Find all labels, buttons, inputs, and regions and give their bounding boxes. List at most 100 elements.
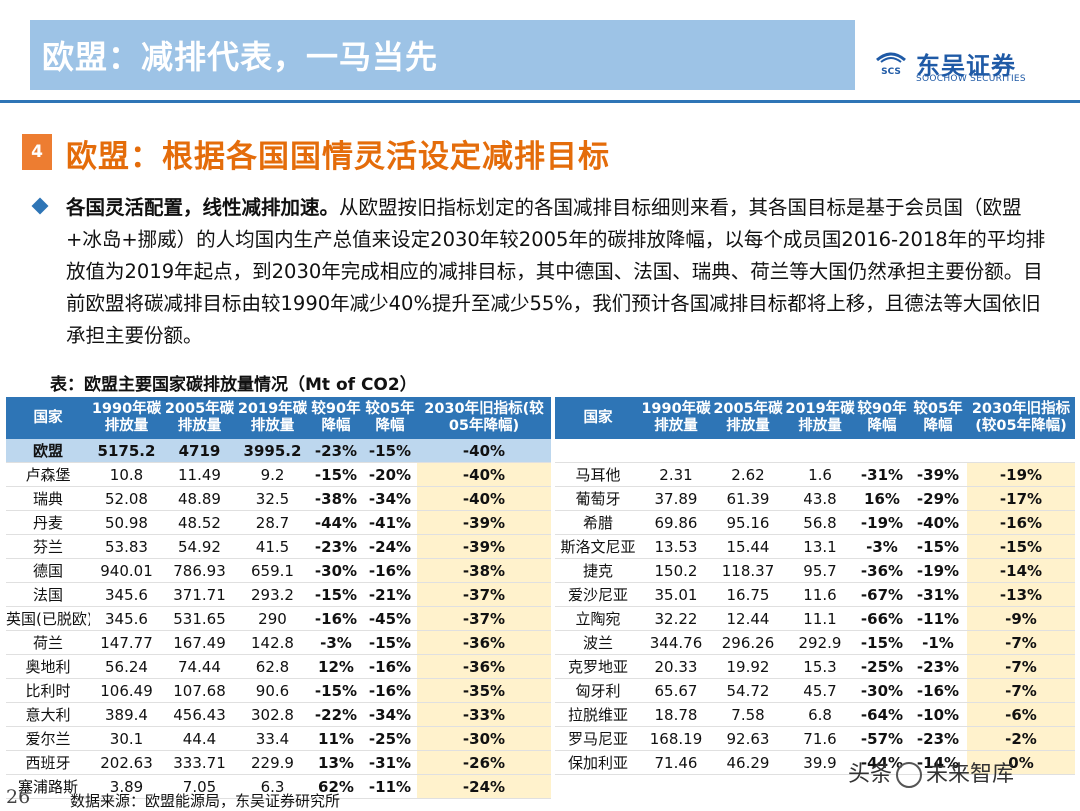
cell-vs-1990: -23% xyxy=(309,534,363,559)
cell-2019: 28.7 xyxy=(236,510,309,535)
cell-country: 奥地利 xyxy=(6,654,90,679)
table-row xyxy=(555,439,1075,463)
cell-vs-2005: -34% xyxy=(363,702,417,727)
emissions-table-right: 国家 1990年碳排放量 2005年碳排放量 2019年碳排放量 较90年降幅 … xyxy=(555,397,1075,775)
cell-2030-target: -36% xyxy=(417,654,551,679)
cell-vs-1990: -36% xyxy=(855,558,909,583)
cell-2005: 54.72 xyxy=(711,678,785,703)
cell-vs-1990: -31% xyxy=(855,462,909,487)
cell-2005: 531.65 xyxy=(163,606,236,631)
cell-vs-2005: -45% xyxy=(363,606,417,631)
cell-2030-target: -16% xyxy=(967,510,1075,535)
table-row: 奥地利 56.24 74.44 62.8 12% -16% -36% xyxy=(6,654,551,679)
cell-2019: 33.4 xyxy=(236,726,309,751)
cell-2030-target: -7% xyxy=(967,678,1075,703)
cell-2019: 71.6 xyxy=(785,726,855,751)
cell-2019: 302.8 xyxy=(236,702,309,727)
cell-2019: 142.8 xyxy=(236,630,309,655)
cell-2030-target: -6% xyxy=(967,702,1075,727)
table-row: 斯洛文尼亚 13.53 15.44 13.1 -3% -15% -15% xyxy=(555,534,1075,559)
cell-1990: 30.1 xyxy=(90,726,163,751)
cell-vs-1990: -30% xyxy=(855,678,909,703)
cell-vs-2005: -14% xyxy=(909,750,967,775)
cell-vs-1990: -16% xyxy=(309,606,363,631)
cell-2019: 11.1 xyxy=(785,606,855,631)
cell-vs-2005: -15% xyxy=(909,534,967,559)
col-header-2019: 2019年碳排放量 xyxy=(236,397,309,439)
cell-vs-1990: -57% xyxy=(855,726,909,751)
cell-2005: 7.05 xyxy=(163,774,236,799)
cell-1990: 150.2 xyxy=(641,558,711,583)
cell-1990: 37.89 xyxy=(641,486,711,511)
cell-vs-2005: -25% xyxy=(363,726,417,751)
cell-country xyxy=(555,439,641,463)
cell-country: 卢森堡 xyxy=(6,462,90,487)
col-header-1990: 1990年碳排放量 xyxy=(90,397,163,439)
cell-country: 克罗地亚 xyxy=(555,654,641,679)
cell-1990: 5175.2 xyxy=(90,439,163,463)
col-header-vs-2005: 较05年降幅 xyxy=(363,397,417,439)
watermark-left-text: 头条 xyxy=(848,762,893,787)
cell-2019: 290 xyxy=(236,606,309,631)
cell-1990 xyxy=(641,439,711,463)
cell-country: 比利时 xyxy=(6,678,90,703)
cell-vs-2005: -16% xyxy=(909,678,967,703)
cell-1990: 52.08 xyxy=(90,486,163,511)
cell-country: 英国(已脱欧) xyxy=(6,606,90,631)
table-row: 意大利 389.4 456.43 302.8 -22% -34% -33% xyxy=(6,702,551,727)
cell-vs-1990: -25% xyxy=(855,654,909,679)
cell-vs-2005: -16% xyxy=(363,654,417,679)
col-header-2005: 2005年碳排放量 xyxy=(163,397,236,439)
cell-2019: 6.8 xyxy=(785,702,855,727)
cell-2005: 48.89 xyxy=(163,486,236,511)
cell-1990: 18.78 xyxy=(641,702,711,727)
cell-country: 匈牙利 xyxy=(555,678,641,703)
cell-vs-2005: -11% xyxy=(363,774,417,799)
col-header-country: 国家 xyxy=(555,397,641,439)
cell-vs-1990: -67% xyxy=(855,582,909,607)
col-header-vs-1990: 较90年降幅 xyxy=(855,397,909,439)
cell-vs-1990: -64% xyxy=(855,702,909,727)
cell-2030-target: -24% xyxy=(417,774,551,799)
cell-vs-2005: -31% xyxy=(909,582,967,607)
cell-2019: 9.2 xyxy=(236,462,309,487)
cell-vs-2005: -1% xyxy=(909,630,967,655)
cell-2019: 6.3 xyxy=(236,774,309,799)
cell-2005: 16.75 xyxy=(711,582,785,607)
col-header-vs-2005: 较05年降幅 xyxy=(909,397,967,439)
cell-2019: 15.3 xyxy=(785,654,855,679)
cell-vs-2005: -20% xyxy=(363,462,417,487)
cell-1990: 345.6 xyxy=(90,606,163,631)
table-row: 马耳他 2.31 2.62 1.6 -31% -39% -19% xyxy=(555,462,1075,487)
watermark-right-text: 未来智库 xyxy=(926,762,1015,787)
table-row: 丹麦 50.98 48.52 28.7 -44% -41% -39% xyxy=(6,510,551,535)
cell-country: 法国 xyxy=(6,582,90,607)
cell-vs-2005: -39% xyxy=(909,462,967,487)
cell-2005: 456.43 xyxy=(163,702,236,727)
cell-2030-target: -7% xyxy=(967,630,1075,655)
cell-2030-target: -40% xyxy=(417,486,551,511)
cell-2019: 13.1 xyxy=(785,534,855,559)
cell-vs-1990: -23% xyxy=(309,439,363,463)
cell-2019: 3995.2 xyxy=(236,439,309,463)
cell-1990: 3.89 xyxy=(90,774,163,799)
cell-2005: 19.92 xyxy=(711,654,785,679)
cell-country: 保加利亚 xyxy=(555,750,641,775)
cell-2005: 333.71 xyxy=(163,750,236,775)
table-row: 捷克 150.2 118.37 95.7 -36% -19% -14% xyxy=(555,558,1075,583)
cell-2005: 92.63 xyxy=(711,726,785,751)
cell-1990: 13.53 xyxy=(641,534,711,559)
cell-2005 xyxy=(711,439,785,463)
cell-2019: 292.9 xyxy=(785,630,855,655)
cell-vs-2005: -15% xyxy=(363,439,417,463)
cell-2030-target: 0% xyxy=(967,750,1075,775)
cell-2030-target: -30% xyxy=(417,726,551,751)
cell-2030-target: -15% xyxy=(967,534,1075,559)
cell-vs-1990: -15% xyxy=(309,678,363,703)
cell-country: 荷兰 xyxy=(6,630,90,655)
cell-1990: 35.01 xyxy=(641,582,711,607)
cell-vs-1990: -19% xyxy=(855,510,909,535)
cell-vs-2005: -41% xyxy=(363,510,417,535)
col-header-2005: 2005年碳排放量 xyxy=(711,397,785,439)
title-bar: 欧盟：减排代表，一马当先 xyxy=(30,20,855,90)
